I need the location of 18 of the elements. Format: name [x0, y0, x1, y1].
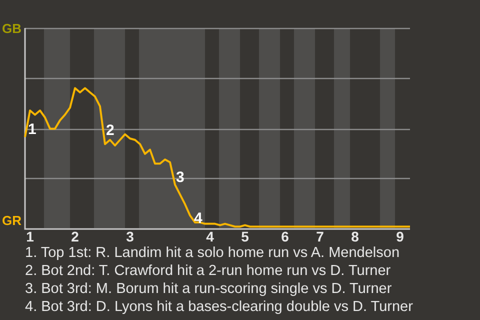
text: 2. Bot 2nd: T. Crawford hit a 2-run home run vs D. Turner — [25, 262, 392, 280]
x-tick-label: 6 — [281, 228, 290, 244]
text: GR — [2, 213, 22, 228]
annotation: 2 — [106, 122, 114, 139]
x-tick-label: 7 — [316, 228, 324, 244]
x-tick-label: 9 — [396, 228, 404, 244]
annotation: 3 — [176, 169, 184, 186]
text: GB — [2, 21, 22, 36]
text: 3. Bot 3rd: M. Borum hit a run-scoring single vs D. Turner — [25, 280, 393, 298]
x-tick-label: 5 — [241, 228, 250, 244]
text: 1. Top 1st: R. Landim hit a solo home run vs A. Mendelson — [25, 244, 401, 262]
x-tick-label: 1 — [26, 228, 34, 244]
x-tick-label: 3 — [126, 228, 134, 244]
text: 4. Bot 3rd: D. Lyons hit a bases-clearing double vs D. Turner — [25, 298, 413, 316]
annotation: 1 — [28, 121, 36, 138]
x-tick-label: 2 — [71, 228, 80, 244]
x-tick-label: 8 — [351, 228, 360, 244]
x-tick-label: 4 — [206, 228, 214, 244]
